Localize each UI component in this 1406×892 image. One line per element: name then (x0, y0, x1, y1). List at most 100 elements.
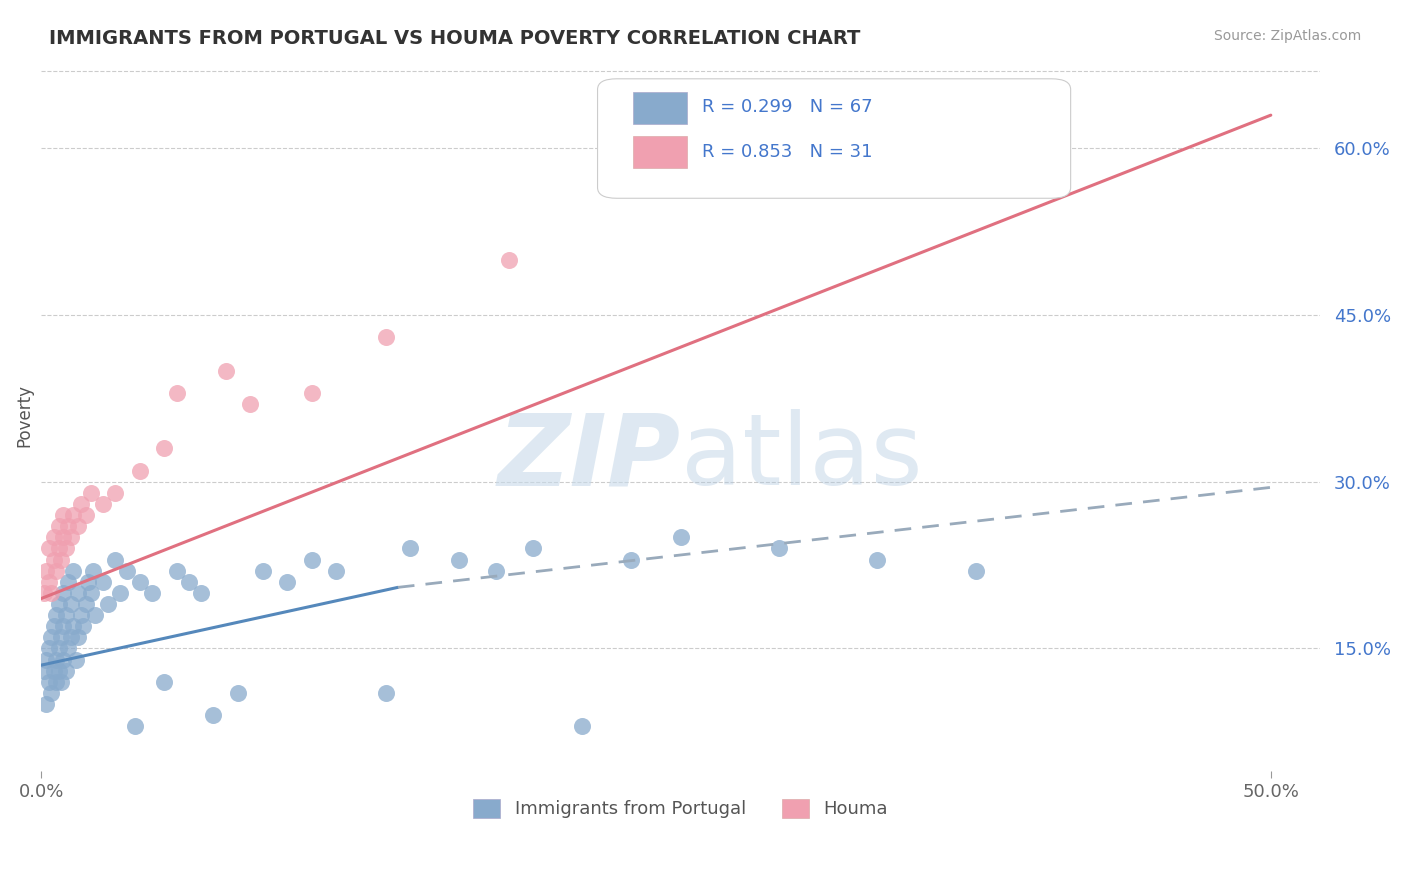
Point (67, 631, 90, 645)
Point (38, 674, 60, 689)
Point (128, 464, 150, 478)
Point (67, 519, 90, 533)
Point (62, 564, 84, 578)
Point (153, 442, 176, 456)
Point (82, 564, 104, 578)
Point (55, 664, 77, 678)
Point (35, 564, 58, 578)
Point (215, 364, 238, 378)
Point (49, 552, 72, 566)
Point (153, 674, 176, 689)
Point (79, 586, 101, 600)
Point (128, 574, 150, 589)
Point (62, 619, 84, 633)
Point (104, 486, 127, 500)
Point (38, 641, 60, 656)
Point (449, 552, 471, 566)
Point (252, 564, 274, 578)
Text: atlas: atlas (681, 409, 922, 507)
Text: IMMIGRANTS FROM PORTUGAL VS HOUMA POVERTY CORRELATION CHART: IMMIGRANTS FROM PORTUGAL VS HOUMA POVERT… (49, 29, 860, 47)
Point (65, 652, 87, 666)
Point (42, 530, 65, 544)
Point (32, 664, 55, 678)
Point (35, 697, 58, 711)
Point (55, 541, 77, 556)
FancyBboxPatch shape (598, 78, 1070, 198)
Point (49, 674, 72, 689)
Point (58, 641, 80, 656)
Point (77, 574, 100, 589)
Point (399, 541, 422, 556)
Point (48, 641, 70, 656)
Point (97, 597, 120, 611)
Point (239, 397, 262, 411)
Point (48, 597, 70, 611)
Point (190, 586, 212, 600)
Point (91, 574, 114, 589)
Point (62, 508, 84, 523)
Point (141, 586, 163, 600)
Point (52, 508, 75, 523)
Y-axis label: Poverty: Poverty (15, 384, 32, 447)
Point (226, 686, 249, 700)
Point (325, 564, 347, 578)
Point (669, 530, 692, 544)
Point (166, 385, 188, 400)
Point (374, 686, 396, 700)
Point (768, 541, 790, 556)
Point (620, 552, 643, 566)
Point (124, 719, 146, 733)
Point (52, 530, 75, 544)
Point (45, 652, 67, 666)
Point (498, 252, 520, 267)
FancyBboxPatch shape (633, 92, 688, 124)
Point (75, 508, 97, 523)
Legend: Immigrants from Portugal, Houma: Immigrants from Portugal, Houma (465, 792, 896, 826)
Point (202, 708, 225, 723)
Point (117, 564, 139, 578)
FancyBboxPatch shape (633, 136, 688, 169)
Point (75, 597, 97, 611)
Point (84, 608, 107, 623)
Point (59, 530, 82, 544)
Point (69, 608, 91, 623)
Point (48, 519, 70, 533)
Point (45, 674, 67, 689)
Point (177, 574, 200, 589)
Point (48, 664, 70, 678)
Point (39, 586, 62, 600)
Point (301, 552, 323, 566)
Point (52, 652, 75, 666)
Point (522, 541, 544, 556)
Point (45, 608, 67, 623)
Point (39, 631, 62, 645)
Text: Source: ZipAtlas.com: Source: ZipAtlas.com (1213, 29, 1361, 43)
Point (965, 564, 987, 578)
Point (42, 552, 65, 566)
Point (58, 574, 80, 589)
Point (48, 541, 70, 556)
Point (42, 664, 65, 678)
Text: R = 0.299   N = 67: R = 0.299 N = 67 (703, 98, 873, 116)
Point (45, 564, 67, 578)
Point (104, 552, 127, 566)
Point (39, 686, 62, 700)
Point (485, 564, 508, 578)
Point (49, 631, 72, 645)
Text: R = 0.853   N = 31: R = 0.853 N = 31 (703, 143, 873, 161)
Point (166, 564, 188, 578)
Point (91, 497, 114, 511)
Point (55, 608, 77, 623)
Point (69, 497, 91, 511)
Point (35, 652, 58, 666)
Point (52, 619, 75, 633)
Point (374, 330, 396, 344)
Point (301, 385, 323, 400)
Point (38, 574, 60, 589)
Point (52, 586, 75, 600)
Point (59, 597, 82, 611)
Point (58, 519, 80, 533)
Point (276, 574, 298, 589)
Point (59, 631, 82, 645)
Point (571, 719, 593, 733)
